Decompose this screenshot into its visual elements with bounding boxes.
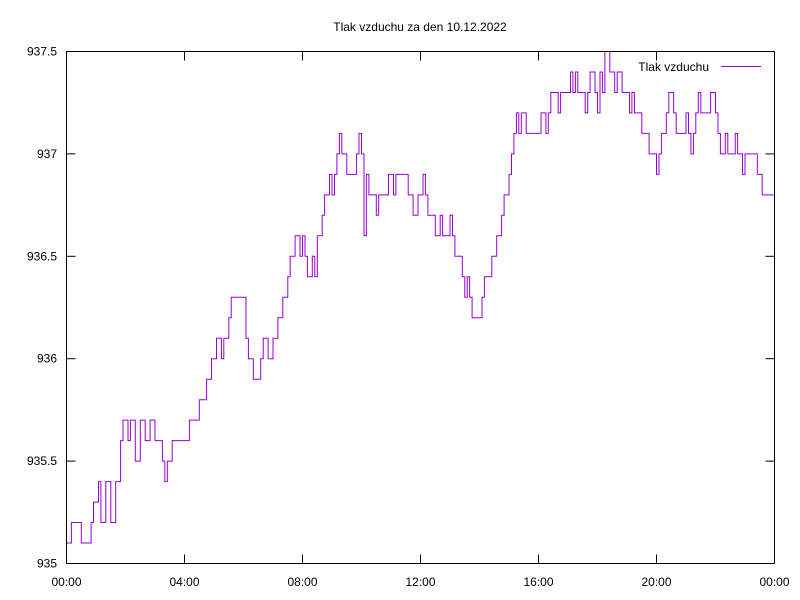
y-axis: 935 935.5 936 936.5 937 937.5 bbox=[27, 45, 775, 571]
plot-frame bbox=[66, 51, 775, 564]
series-layer bbox=[66, 51, 774, 544]
y-tick-label: 937 bbox=[37, 147, 57, 161]
legend-label: Tlak vzduchu bbox=[638, 60, 709, 74]
x-tick-label: 16:00 bbox=[523, 575, 553, 589]
x-tick-label: 20:00 bbox=[641, 575, 671, 589]
series-line bbox=[66, 51, 774, 544]
x-tick-label: 00:00 bbox=[759, 575, 789, 589]
x-tick-label: 08:00 bbox=[287, 575, 317, 589]
y-tick-label: 936.5 bbox=[27, 249, 57, 263]
x-tick-label: 00:00 bbox=[51, 575, 81, 589]
y-tick-label: 935.5 bbox=[27, 454, 57, 468]
y-tick-label: 937.5 bbox=[27, 45, 57, 59]
y-tick-label: 935 bbox=[37, 557, 57, 571]
legend: Tlak vzduchu bbox=[638, 60, 761, 74]
y-tick-label: 936 bbox=[37, 352, 57, 366]
chart-title: Tlak vzduchu za den 10.12.2022 bbox=[333, 20, 507, 34]
x-tick-label: 12:00 bbox=[405, 575, 435, 589]
x-tick-label: 04:00 bbox=[169, 575, 199, 589]
